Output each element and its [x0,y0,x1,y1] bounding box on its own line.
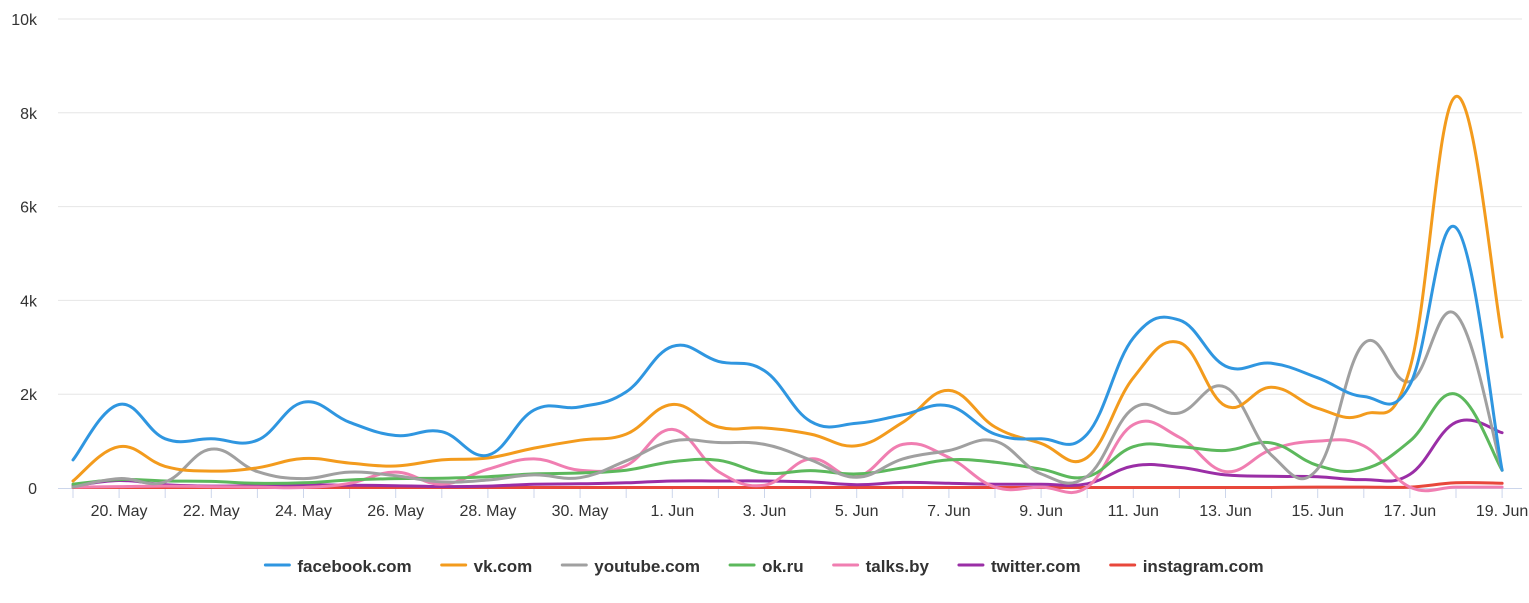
series-line-vk-com [71,94,1504,483]
legend-item-talks-by[interactable]: talks.by [832,557,930,576]
legend-item-vk-com[interactable]: vk.com [440,557,533,576]
x-tick-label: 13. Jun [1199,503,1251,520]
x-tick-label: 11. Jun [1108,503,1159,520]
series-line-ok-ru [71,392,1504,486]
series-line-twitter-com [71,418,1504,489]
y-tick-label: 10k [11,12,38,29]
x-tick-label: 22. May [183,503,240,520]
legend-label: facebook.com [297,557,411,576]
x-tick-label: 26. May [367,503,424,520]
legend-label: vk.com [474,557,533,576]
x-tick-label: 24. May [275,503,332,520]
legend-label: youtube.com [594,557,700,576]
legend-label: talks.by [866,557,930,576]
x-tick-label: 17. Jun [1384,503,1436,520]
legend-item-twitter-com[interactable]: twitter.com [957,557,1081,576]
legend-label: twitter.com [991,557,1081,576]
legend-item-instagram-com[interactable]: instagram.com [1109,557,1264,576]
x-tick-label: 15. Jun [1291,503,1343,520]
x-tick-label: 28. May [459,503,516,520]
x-tick-label: 5. Jun [835,503,879,520]
legend-label: ok.ru [762,557,804,576]
y-tick-label: 8k [20,106,38,123]
y-tick-label: 0 [28,481,37,498]
x-axis: 20. May 22. May 24. May 26. May 28. May 30. M… [58,488,1528,520]
legend-item-facebook-com[interactable]: facebook.com [263,557,412,576]
x-tick-label: 30. May [552,503,609,520]
x-tick-label: 3. Jun [743,503,787,520]
legend-item-ok-ru[interactable]: ok.ru [728,557,804,576]
gridlines [58,18,1522,395]
x-tick-label: 7. Jun [927,503,971,520]
x-tick-label: 1. Jun [651,503,695,520]
series-line-youtube-com [71,310,1504,489]
y-tick-label: 6k [20,200,38,217]
y-axis-ticks: 0 2k 4k 6k 8k 10k [11,12,38,498]
legend-label: instagram.com [1143,557,1264,576]
series-lines [71,94,1504,495]
y-tick-label: 2k [20,387,38,404]
series-line-facebook-com [71,224,1504,472]
y-tick-label: 4k [20,293,38,310]
x-tick-label: 19. Jun [1476,503,1528,520]
x-tick-label: 20. May [91,503,148,520]
legend: facebook.com vk.com youtube.com ok.ru talks.… [263,557,1264,576]
x-tick-label: 9. Jun [1019,503,1063,520]
legend-item-youtube-com[interactable]: youtube.com [560,557,700,576]
